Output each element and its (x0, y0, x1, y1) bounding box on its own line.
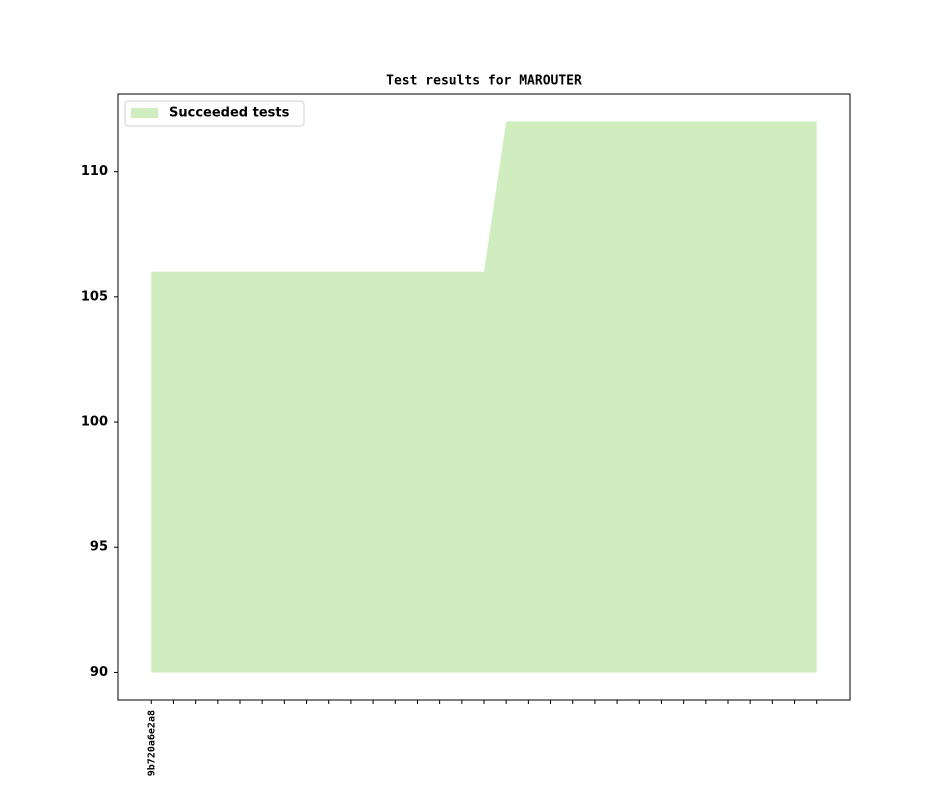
y-tick-label: 90 (90, 665, 108, 680)
y-tick-label: 95 (90, 540, 108, 555)
area (151, 121, 817, 673)
chart-title: Test results for MAROUTER (386, 74, 582, 89)
y-tick-label: 110 (81, 164, 108, 179)
y-tick-label: 105 (81, 289, 108, 304)
legend-label: Succeeded tests (169, 106, 290, 121)
legend-swatch (131, 108, 158, 118)
legend-frame (124, 100, 305, 127)
x-tick-label: 9b720a6e2a8 (146, 710, 157, 776)
legend: Succeeded tests (124, 100, 305, 127)
y-tick-label: 100 (81, 415, 108, 430)
